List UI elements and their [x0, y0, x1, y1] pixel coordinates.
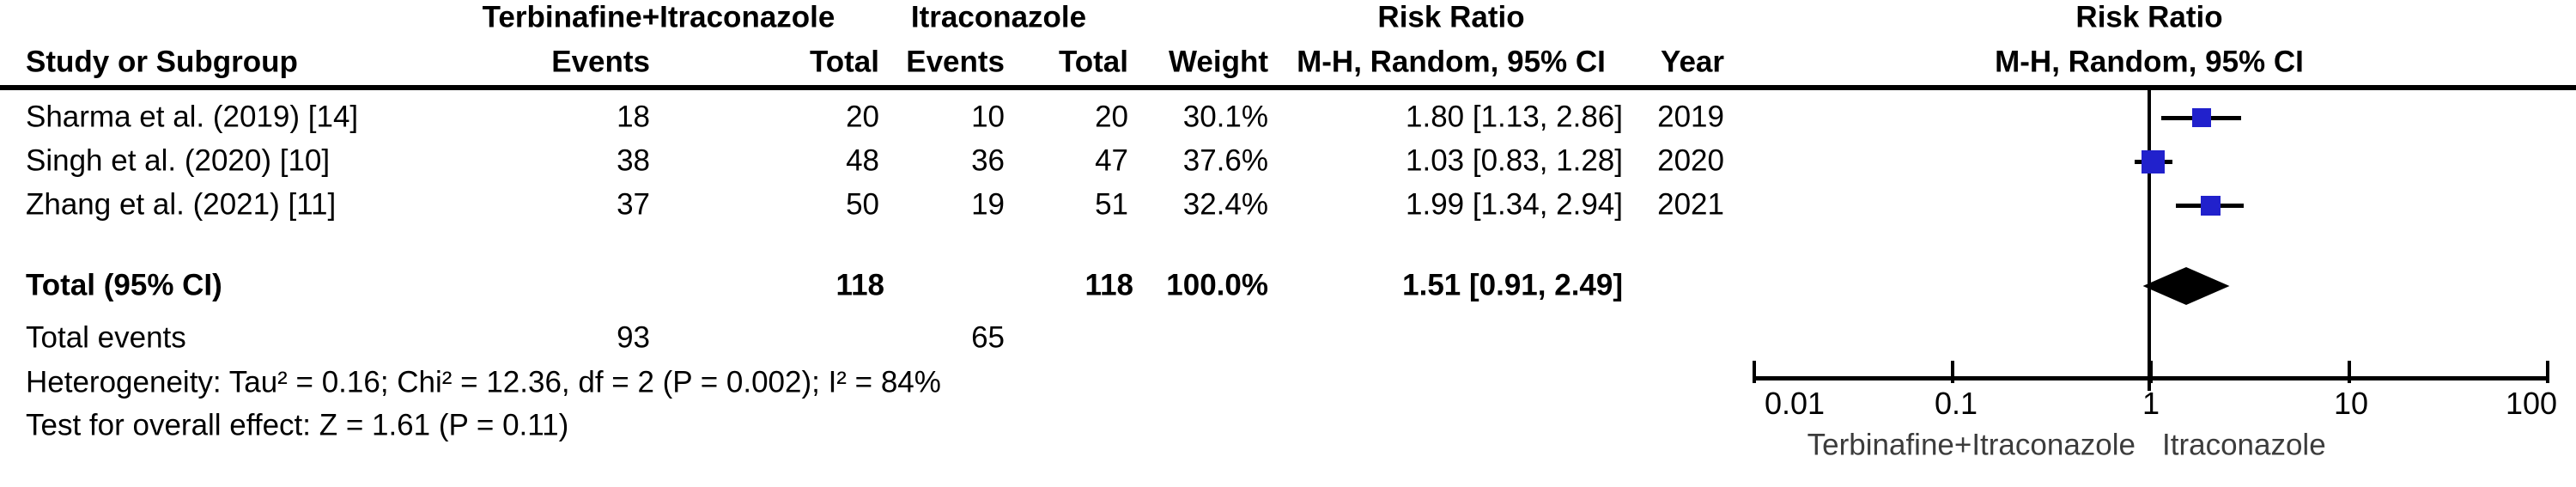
weight-value: 32.4%	[1182, 187, 1268, 222]
overall-effect-text: Test for overall effect: Z = 1.61 (P = 0…	[26, 408, 569, 442]
header-separator-line	[0, 85, 2576, 90]
events-control-value: 36	[971, 143, 1005, 178]
study-label: Sharma et al. (2019) [14]	[26, 100, 359, 134]
year-value: 2021	[1657, 187, 1724, 222]
mh-random-header: M-H, Random, 95% CI	[1297, 45, 1606, 79]
tick-label-1: 1	[2142, 386, 2160, 421]
study-point-estimate-square	[2200, 195, 2221, 216]
control-group-header: Itraconazole	[910, 0, 1087, 34]
tick-label-0-1: 0.1	[1934, 386, 1978, 421]
null-effect-line	[2148, 90, 2151, 391]
axis-tick-1	[2149, 361, 2153, 383]
favours-control-label: Itraconazole	[2162, 428, 2326, 462]
year-value: 2019	[1657, 100, 1724, 134]
study-column-header: Study or Subgroup	[26, 45, 298, 79]
total-treatment-value: 20	[846, 100, 879, 134]
total-treatment-value: 50	[846, 187, 879, 222]
total-control-value: 51	[1095, 187, 1128, 222]
rr-ci-value: 1.03 [0.83, 1.28]	[1406, 143, 1623, 178]
risk-ratio-plot-title: Risk Ratio	[2075, 0, 2223, 34]
total-treatment-value: 48	[846, 143, 879, 178]
study-label: Singh et al. (2020) [10]	[26, 143, 331, 178]
events-treatment-value: 18	[617, 100, 650, 134]
axis-tick-100	[2546, 361, 2549, 383]
total-row-label: Total (95% CI)	[26, 268, 222, 302]
total-control-header: Total	[1058, 45, 1128, 79]
year-header: Year	[1661, 45, 1724, 79]
events-treatment-value: 38	[617, 143, 650, 178]
events-control-header: Events	[906, 45, 1005, 79]
total-events-treatment: 93	[617, 320, 650, 355]
events-treatment-value: 37	[617, 187, 650, 222]
heterogeneity-text: Heterogeneity: Tau² = 0.16; Chi² = 12.36…	[26, 365, 941, 399]
weight-value: 30.1%	[1182, 100, 1268, 134]
total-weight: 100.0%	[1166, 268, 1268, 302]
treatment-group-header: Terbinafine+Itraconazole	[482, 0, 835, 34]
tick-label-100: 100	[2505, 386, 2558, 421]
total-rr-ci: 1.51 [0.91, 2.49]	[1402, 268, 1623, 302]
total-control-sum: 118	[1084, 268, 1133, 302]
total-events-label: Total events	[26, 320, 186, 355]
total-control-value: 20	[1095, 100, 1128, 134]
pooled-effect-diamond	[2142, 267, 2230, 305]
total-control-value: 47	[1095, 143, 1128, 178]
total-treatment-sum: 118	[835, 268, 884, 302]
axis-tick-0-01	[1753, 361, 1756, 383]
favours-treatment-label: Terbinafine+Itraconazole	[1807, 428, 2136, 462]
rr-ci-value: 1.80 [1.13, 2.86]	[1406, 100, 1623, 134]
axis-tick-0-1	[1951, 361, 1954, 383]
year-value: 2020	[1657, 143, 1724, 178]
weight-value: 37.6%	[1182, 143, 1268, 178]
events-treatment-header: Events	[551, 45, 650, 79]
tick-label-10: 10	[2333, 386, 2369, 421]
risk-ratio-column-title: Risk Ratio	[1377, 0, 1525, 34]
study-label: Zhang et al. (2021) [11]	[26, 187, 337, 222]
events-control-value: 19	[971, 187, 1005, 222]
axis-tick-10	[2348, 361, 2351, 383]
events-control-value: 10	[971, 100, 1005, 134]
weight-header: Weight	[1168, 45, 1268, 79]
study-point-estimate-square	[2191, 108, 2211, 127]
tick-label-0-01: 0.01	[1764, 386, 1826, 421]
total-treatment-header: Total	[809, 45, 879, 79]
rr-ci-value: 1.99 [1.34, 2.94]	[1406, 187, 1623, 222]
study-point-estimate-square	[2142, 149, 2166, 173]
total-events-control: 65	[971, 320, 1005, 355]
mh-random-plot-header: M-H, Random, 95% CI	[1995, 45, 2304, 79]
